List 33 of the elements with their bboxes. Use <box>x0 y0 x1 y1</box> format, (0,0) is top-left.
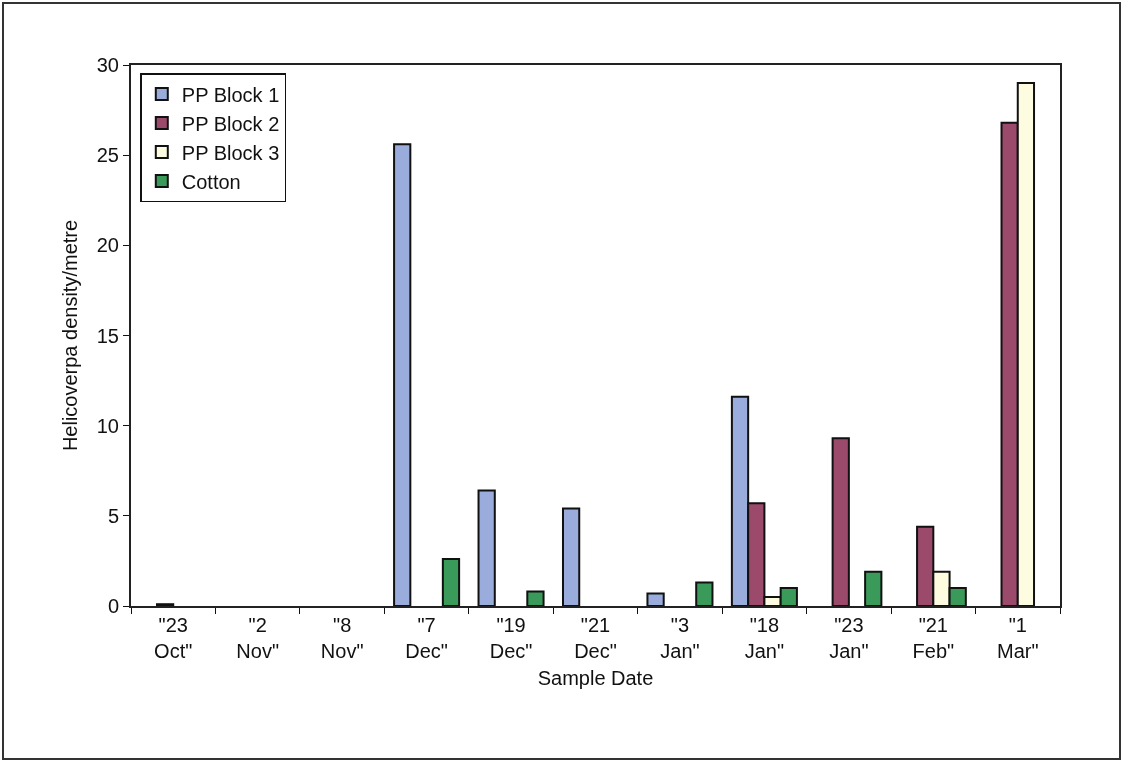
x-tick-label: "18 Jan" <box>744 614 785 662</box>
x-tick-label: "2 Nov" <box>236 614 280 662</box>
legend-label: PP Block 2 <box>181 112 280 135</box>
x-tick-label: "21 Dec" <box>574 614 617 662</box>
legend-label: PP Block 1 <box>181 83 280 106</box>
bar <box>561 507 581 606</box>
y-tick-label: 20 <box>96 234 119 257</box>
x-axis-title: Sample Date <box>537 667 654 689</box>
x-tick-label: "1 Mar" <box>997 614 1039 662</box>
y-axis-title: Helicoverpa density/metre <box>58 219 81 452</box>
legend-label: PP Block 3 <box>181 141 280 164</box>
x-tick-label: "3 Jan" <box>660 614 700 662</box>
y-tick-label: 15 <box>96 324 119 347</box>
y-tick-label: 5 <box>107 504 119 527</box>
x-tick-label: "23 Oct" <box>154 614 193 662</box>
bar <box>477 489 496 606</box>
bar <box>393 143 412 606</box>
bar <box>695 581 714 606</box>
x-tick-label: "19 Dec" <box>489 614 533 662</box>
bar <box>646 592 665 606</box>
bar <box>831 437 850 606</box>
y-tick-label: 0 <box>107 595 119 617</box>
bar <box>441 558 461 606</box>
y-tick-label: 10 <box>96 414 119 437</box>
bar <box>864 570 883 606</box>
y-tick-label: 25 <box>96 144 119 167</box>
legend-label: Cotton <box>181 170 241 193</box>
x-tick-label: "7 Dec" <box>405 614 448 662</box>
bar <box>526 590 545 606</box>
y-tick-label: 30 <box>96 54 119 76</box>
x-tick-label: "23 Jan" <box>829 614 869 662</box>
x-tick-label: "8 Nov" <box>320 614 364 662</box>
x-tick-label: "21 Feb" <box>912 614 955 662</box>
